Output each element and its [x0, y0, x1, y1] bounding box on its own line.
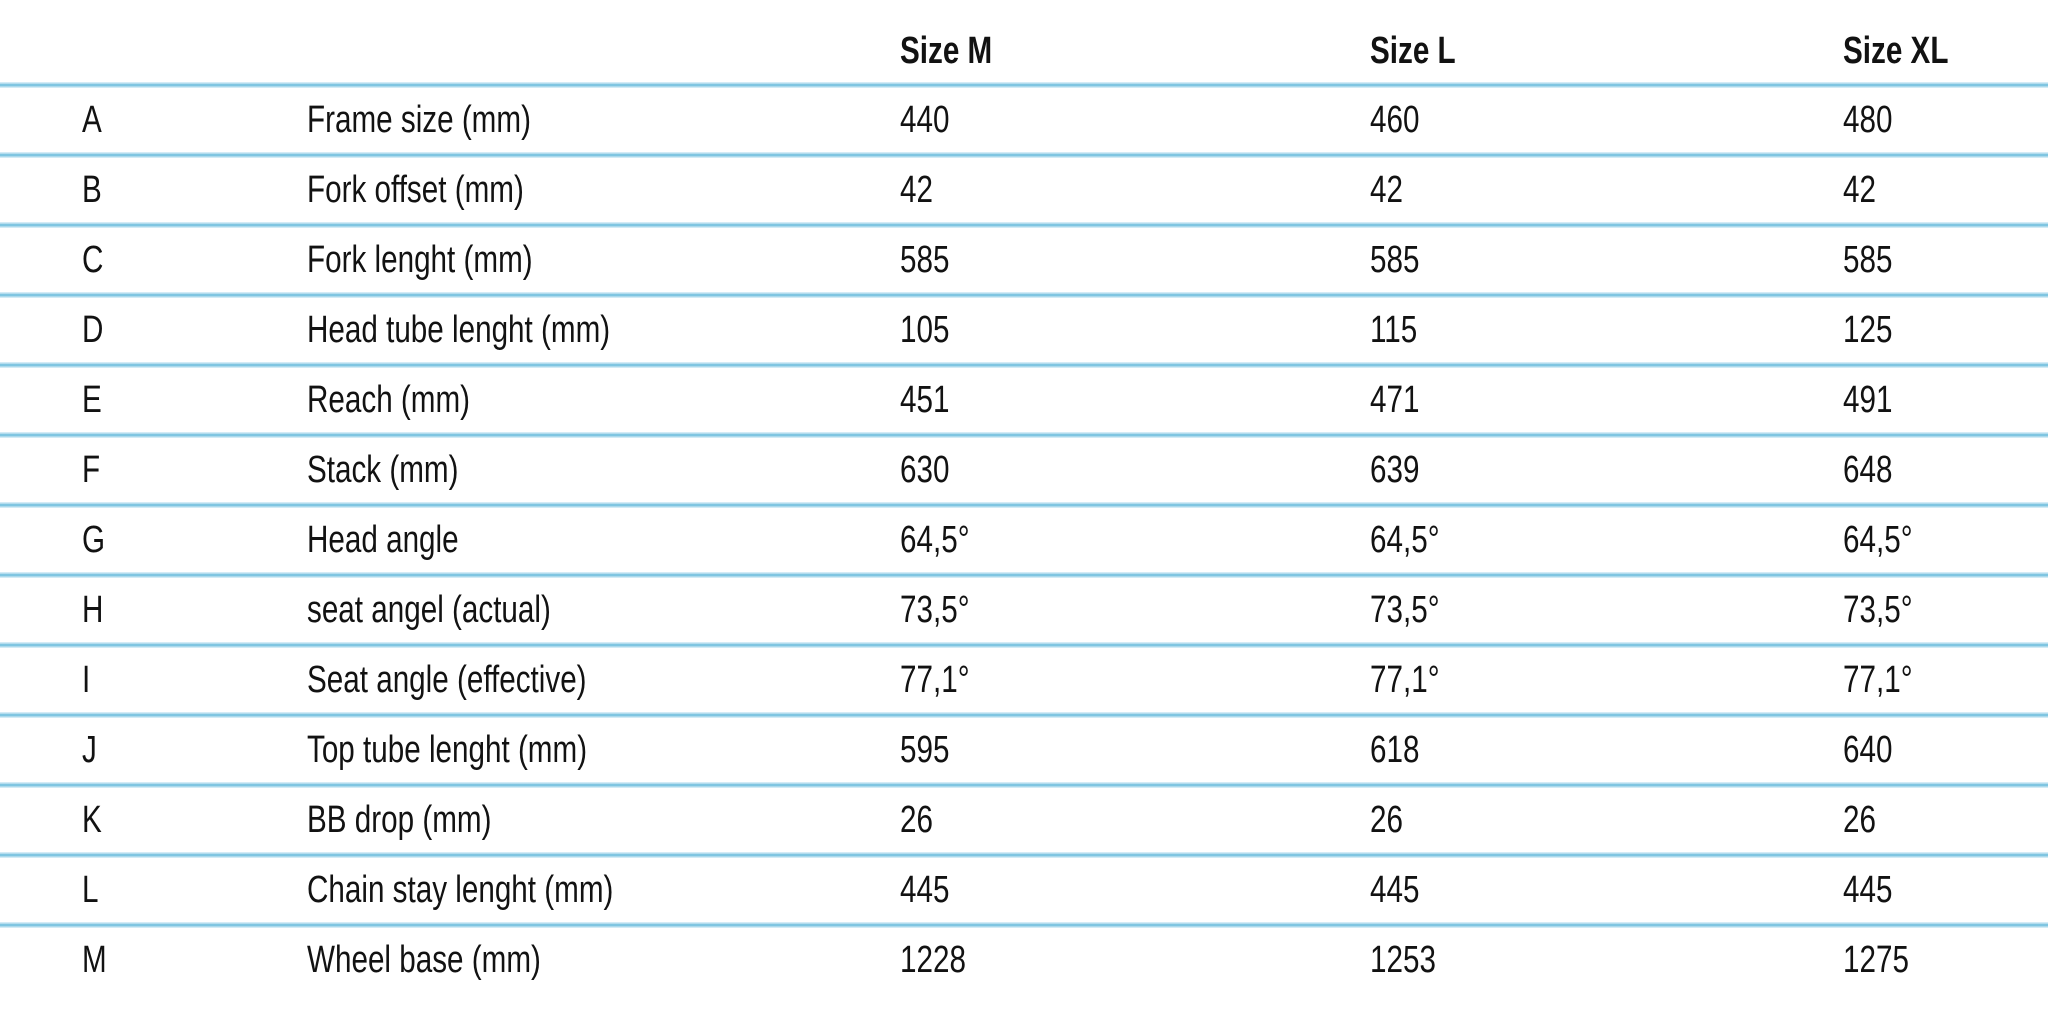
row-label: Seat angle (effective): [307, 659, 587, 701]
header-size-xl: Size XL: [1843, 30, 1949, 72]
table-row: G Head angle 64,5° 64,5° 64,5°: [82, 508, 2048, 572]
table-row: D Head tube lenght (mm) 105 115 125: [82, 298, 2048, 362]
row-divider: [0, 502, 2048, 508]
row-divider: [0, 642, 2048, 648]
row-label: Chain stay lenght (mm): [307, 869, 614, 911]
value-size-m: 105: [900, 309, 950, 351]
row-divider: [0, 432, 2048, 438]
header-size-l: Size L: [1370, 30, 1456, 72]
value-size-l: 42: [1370, 169, 1403, 211]
row-letter: F: [82, 449, 101, 491]
value-size-m: 64,5°: [900, 519, 970, 561]
value-size-l: 73,5°: [1370, 589, 1440, 631]
value-size-m: 585: [900, 239, 950, 281]
value-size-l: 639: [1370, 449, 1420, 491]
table-row: K BB drop (mm) 26 26 26: [82, 788, 2048, 852]
value-size-xl: 480: [1843, 99, 1893, 141]
value-size-l: 26: [1370, 799, 1403, 841]
table-row: A Frame size (mm) 440 460 480: [82, 88, 2048, 152]
geometry-spec-table: Size M Size L Size XL A Frame size (mm) …: [0, 0, 2048, 992]
header-label-column: [307, 52, 900, 70]
value-size-xl: 1275: [1843, 939, 1909, 981]
value-size-xl: 26: [1843, 799, 1876, 841]
value-size-m: 445: [900, 869, 950, 911]
row-letter: L: [82, 869, 99, 911]
value-size-m: 26: [900, 799, 933, 841]
value-size-l: 460: [1370, 99, 1420, 141]
row-divider: [0, 152, 2048, 158]
row-label: Stack (mm): [307, 449, 459, 491]
row-label: seat angel (actual): [307, 589, 551, 631]
row-divider: [0, 572, 2048, 578]
row-label: Reach (mm): [307, 379, 471, 421]
row-letter: D: [82, 309, 104, 351]
value-size-m: 451: [900, 379, 950, 421]
row-letter: G: [82, 519, 106, 561]
row-divider: [0, 782, 2048, 788]
row-divider: [0, 222, 2048, 228]
value-size-m: 77,1°: [900, 659, 970, 701]
row-letter: I: [82, 659, 91, 701]
value-size-l: 618: [1370, 729, 1420, 771]
value-size-l: 77,1°: [1370, 659, 1440, 701]
row-letter: J: [82, 729, 97, 771]
table-row: M Wheel base (mm) 1228 1253 1275: [82, 928, 2048, 992]
value-size-m: 1228: [900, 939, 966, 981]
value-size-m: 630: [900, 449, 950, 491]
row-label: Head angle: [307, 519, 459, 561]
value-size-xl: 42: [1843, 169, 1876, 211]
header-divider: [0, 82, 2048, 88]
table-row: H seat angel (actual) 73,5° 73,5° 73,5°: [82, 578, 2048, 642]
row-divider: [0, 712, 2048, 718]
value-size-xl: 77,1°: [1843, 659, 1913, 701]
value-size-l: 115: [1370, 309, 1418, 351]
table-body: A Frame size (mm) 440 460 480 B Fork off…: [0, 88, 2048, 992]
row-label: Wheel base (mm): [307, 939, 541, 981]
value-size-m: 595: [900, 729, 950, 771]
value-size-l: 471: [1370, 379, 1420, 421]
table-row: B Fork offset (mm) 42 42 42: [82, 158, 2048, 222]
value-size-l: 64,5°: [1370, 519, 1440, 561]
header-letter-column: [82, 52, 307, 70]
row-label: Fork offset (mm): [307, 169, 524, 211]
row-letter: H: [82, 589, 104, 631]
table-row: E Reach (mm) 451 471 491: [82, 368, 2048, 432]
value-size-xl: 64,5°: [1843, 519, 1913, 561]
row-divider: [0, 922, 2048, 928]
row-label: Fork lenght (mm): [307, 239, 533, 281]
value-size-xl: 648: [1843, 449, 1893, 491]
value-size-xl: 125: [1843, 309, 1893, 351]
value-size-xl: 491: [1843, 379, 1893, 421]
value-size-xl: 640: [1843, 729, 1893, 771]
row-label: BB drop (mm): [307, 799, 492, 841]
table-row: L Chain stay lenght (mm) 445 445 445: [82, 858, 2048, 922]
table-row: C Fork lenght (mm) 585 585 585: [82, 228, 2048, 292]
table-row: I Seat angle (effective) 77,1° 77,1° 77,…: [82, 648, 2048, 712]
row-letter: K: [82, 799, 102, 841]
row-letter: C: [82, 239, 104, 281]
value-size-l: 585: [1370, 239, 1420, 281]
row-letter: A: [82, 99, 102, 141]
value-size-l: 1253: [1370, 939, 1436, 981]
row-divider: [0, 292, 2048, 298]
value-size-xl: 585: [1843, 239, 1893, 281]
value-size-m: 42: [900, 169, 933, 211]
row-letter: B: [82, 169, 102, 211]
value-size-xl: 73,5°: [1843, 589, 1913, 631]
value-size-xl: 445: [1843, 869, 1893, 911]
value-size-l: 445: [1370, 869, 1420, 911]
row-letter: M: [82, 939, 107, 981]
value-size-m: 73,5°: [900, 589, 970, 631]
row-letter: E: [82, 379, 102, 421]
table-row: J Top tube lenght (mm) 595 618 640: [82, 718, 2048, 782]
header-size-m: Size M: [900, 30, 993, 72]
row-label: Top tube lenght (mm): [307, 729, 588, 771]
row-label: Head tube lenght (mm): [307, 309, 611, 351]
table-row: F Stack (mm) 630 639 648: [82, 438, 2048, 502]
table-header-row: Size M Size L Size XL: [82, 0, 2048, 82]
value-size-m: 440: [900, 99, 950, 141]
row-label: Frame size (mm): [307, 99, 531, 141]
row-divider: [0, 362, 2048, 368]
row-divider: [0, 852, 2048, 858]
